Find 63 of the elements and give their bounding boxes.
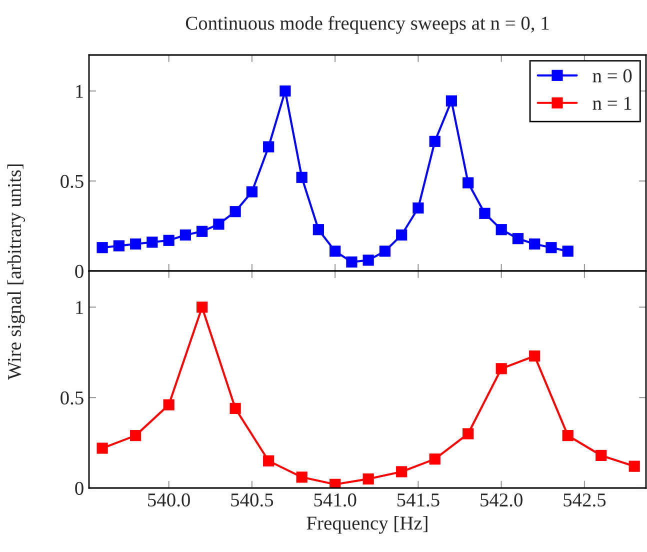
point bbox=[96, 442, 108, 454]
legend-label: n = 0 bbox=[592, 69, 632, 82]
point bbox=[330, 478, 341, 488]
point bbox=[429, 454, 440, 465]
point bbox=[529, 238, 540, 250]
x-tick-label: 540.0 bbox=[148, 493, 190, 507]
x-tick-label: 542.5 bbox=[564, 493, 606, 507]
point bbox=[496, 224, 507, 236]
point bbox=[280, 85, 291, 97]
point bbox=[113, 240, 124, 252]
point bbox=[196, 302, 208, 313]
point bbox=[362, 254, 374, 266]
legend-label: n = 1 bbox=[592, 96, 632, 110]
point bbox=[496, 363, 507, 374]
y-tick-label: 1 bbox=[76, 301, 83, 314]
point bbox=[296, 172, 308, 183]
y-tick-label: 1 bbox=[76, 84, 83, 98]
point bbox=[412, 202, 424, 214]
y-tick-label: 0 bbox=[75, 482, 84, 495]
point bbox=[546, 242, 557, 254]
point bbox=[462, 428, 474, 440]
x-tick-label: 541.5 bbox=[397, 494, 440, 507]
y-tick-label: 0 bbox=[75, 264, 84, 278]
point bbox=[130, 430, 142, 442]
point bbox=[362, 473, 374, 485]
point bbox=[163, 234, 174, 246]
point bbox=[296, 472, 308, 483]
point bbox=[130, 238, 142, 250]
point bbox=[446, 95, 458, 106]
y-tick-label: 0.5 bbox=[60, 391, 84, 405]
y-tick-label: 0.5 bbox=[60, 174, 84, 188]
y-axis-title: Wire signal [arbitrary units] bbox=[7, 164, 26, 380]
point bbox=[479, 208, 490, 219]
point bbox=[146, 236, 158, 248]
point bbox=[263, 455, 274, 466]
point bbox=[396, 466, 408, 478]
point bbox=[429, 136, 440, 147]
point bbox=[346, 256, 358, 268]
point bbox=[230, 206, 241, 218]
point bbox=[96, 242, 108, 254]
chart-title: Continuous mode frequency sweeps at n = 0, 1 bbox=[186, 16, 549, 34]
point bbox=[230, 402, 241, 414]
point bbox=[562, 246, 574, 257]
point bbox=[628, 460, 640, 472]
point bbox=[312, 224, 324, 236]
point bbox=[396, 229, 408, 241]
x-tick-label: 540.5 bbox=[231, 493, 274, 507]
point bbox=[180, 229, 191, 241]
point bbox=[596, 450, 607, 462]
x-tick-label: 542.0 bbox=[480, 493, 522, 507]
point bbox=[163, 399, 174, 410]
point bbox=[512, 233, 524, 244]
point bbox=[330, 246, 341, 257]
point bbox=[246, 186, 258, 198]
x-axis-title: Frequency [Hz] bbox=[306, 516, 428, 534]
point bbox=[462, 177, 474, 188]
x-tick-label: 541.0 bbox=[314, 493, 356, 507]
point bbox=[213, 218, 224, 230]
point bbox=[379, 246, 391, 257]
point bbox=[529, 350, 540, 362]
point bbox=[196, 226, 208, 237]
point bbox=[562, 430, 574, 442]
point bbox=[263, 141, 274, 152]
